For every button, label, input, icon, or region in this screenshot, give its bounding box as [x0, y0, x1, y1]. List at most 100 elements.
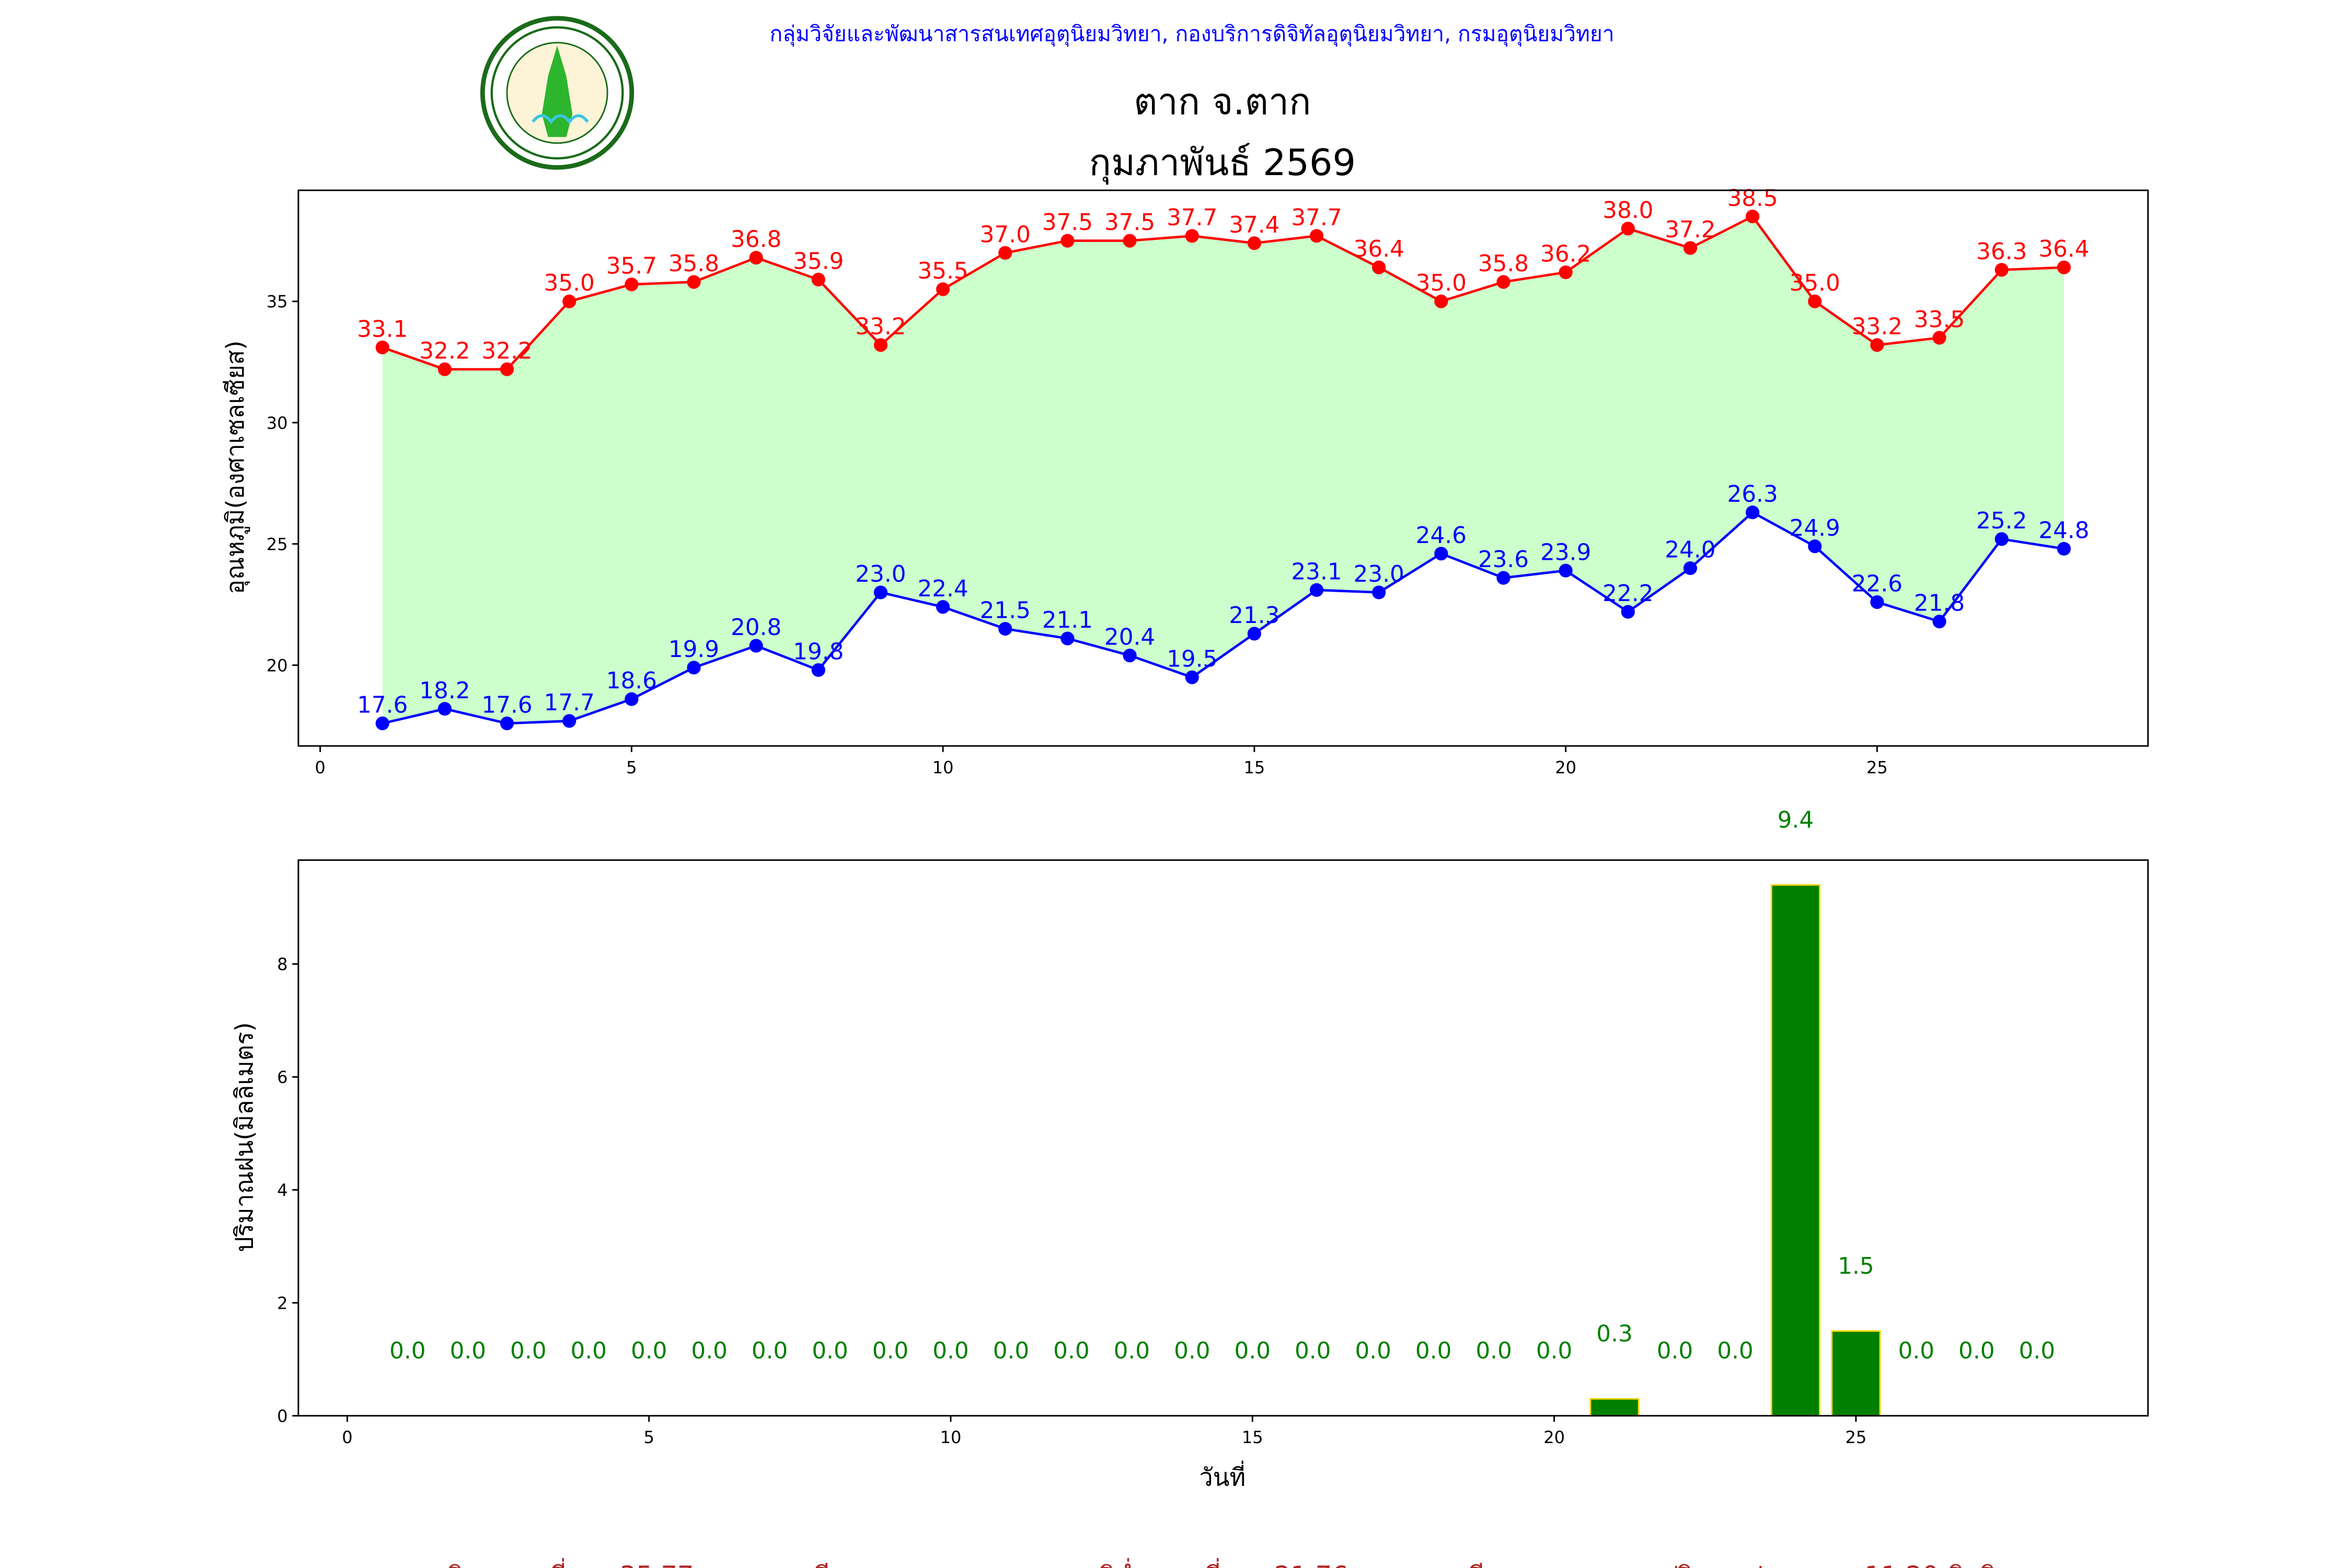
min-temperature-label: 17.7	[544, 689, 595, 716]
min-temperature-point	[437, 702, 452, 716]
rain-value-label: 0.0	[872, 1338, 908, 1364]
chart-title-month: กุมภาพันธ์ 2569	[1089, 142, 1356, 185]
max-temperature-label: 35.8	[668, 250, 719, 277]
min-temperature-point	[1745, 505, 1760, 520]
x-tick-label: 20	[1555, 758, 1576, 778]
min-temperature-label: 19.9	[668, 636, 719, 663]
rain-value-label: 0.0	[2019, 1338, 2055, 1364]
max-temperature-point	[500, 362, 514, 376]
y-tick-label: 30	[267, 413, 288, 433]
rain-value-label: 0.0	[1174, 1338, 1210, 1364]
max-temperature-label: 38.0	[1602, 197, 1653, 224]
min-temperature-point	[1434, 547, 1448, 561]
min-temperature-label: 24.6	[1416, 522, 1467, 549]
max-temperature-label: 33.5	[1914, 306, 1965, 333]
rain-value-label: 0.0	[812, 1338, 848, 1364]
x-tick-label: 5	[644, 1427, 654, 1447]
rain-bar	[1589, 1398, 1640, 1417]
max-temperature-label: 36.4	[1354, 236, 1404, 262]
rain-value-label: 0.0	[631, 1338, 667, 1364]
max-temperature-point	[1060, 234, 1075, 248]
max-temperature-label: 37.5	[1104, 209, 1155, 236]
rain-bar	[1831, 1330, 1881, 1417]
max-temperature-point	[1123, 234, 1137, 248]
max-temperature-label: 35.0	[1416, 270, 1467, 296]
max-temperature-point	[1621, 222, 1635, 236]
rain-value-label: 0.0	[1295, 1338, 1331, 1364]
max-temperature-point	[1309, 229, 1324, 243]
y-tick-label: 25	[267, 534, 288, 554]
rain-value-label: 0.0	[993, 1338, 1029, 1364]
max-temperature-label: 35.9	[793, 248, 844, 274]
max-temperature-label: 37.0	[980, 221, 1031, 248]
max-temperature-point	[1870, 338, 1884, 352]
min-temperature-point	[1808, 539, 1822, 554]
min-temperature-point	[687, 661, 701, 675]
max-temperature-label: 35.0	[544, 270, 595, 296]
x-tick-label: 10	[940, 1427, 962, 1447]
x-tick-label: 0	[315, 758, 325, 778]
rain-value-label: 1.5	[1838, 1253, 1874, 1279]
max-temperature-point	[625, 278, 639, 292]
rain-value-label: 9.4	[1778, 806, 1814, 833]
x-tick-label: 5	[626, 758, 637, 778]
min-temperature-point	[1247, 627, 1261, 641]
max-temperature-label: 35.0	[1790, 270, 1840, 296]
x-tick-label: 0	[342, 1427, 352, 1447]
max-temperature-label: 37.7	[1291, 204, 1342, 231]
min-temperature-point	[936, 600, 950, 614]
max-temperature-label: 36.3	[1976, 238, 2027, 265]
min-temperature-point	[2057, 541, 2071, 556]
max-temperature-label: 37.4	[1229, 212, 1279, 238]
min-temperature-label: 24.0	[1665, 537, 1715, 563]
temperature-chart: 33.1 32.2 32.2 35.0 35.7 35.8 36.8 35.9 33.2 35.5…	[267, 185, 2090, 778]
temperature-range-fill	[382, 216, 2064, 724]
max-temperature-point	[1994, 263, 2009, 277]
max-temperature-point	[437, 362, 452, 376]
min-temperature-point	[1309, 583, 1324, 597]
max-temperature-label: 36.8	[731, 226, 781, 253]
min-temperature-label: 23.0	[855, 561, 906, 587]
max-temperature-point	[1247, 236, 1261, 250]
min-temperature-line	[382, 511, 2065, 725]
rain-value-label: 0.0	[1958, 1338, 1994, 1364]
rainfall-y-axis-label: ปริมาณฝน(มิลลิเมตร)	[230, 1022, 258, 1252]
y-tick-label: 0	[277, 1406, 287, 1426]
min-temperature-point	[1559, 563, 1573, 578]
min-temperature-label: 23.0	[1354, 561, 1404, 587]
max-temperature-line	[382, 215, 2064, 371]
min-temperature-label: 18.2	[419, 677, 470, 704]
min-temperature-label: 21.1	[1042, 607, 1093, 633]
footer-total-rain: ปริมาณฝนรวม = 11.20 มิลลิเมตร	[1662, 1561, 2052, 1568]
min-temperature-label: 18.6	[606, 667, 657, 694]
min-temperature-label: 17.6	[357, 692, 408, 719]
rain-bar	[1770, 884, 1821, 1417]
min-temperature-point	[1372, 585, 1386, 599]
rain-value-label: 0.0	[510, 1338, 546, 1364]
x-tick-label: 20	[1543, 1427, 1565, 1447]
rain-value-label: 0.0	[1053, 1338, 1089, 1364]
x-tick-label: 10	[932, 758, 954, 778]
min-temperature-label: 20.4	[1104, 624, 1155, 651]
max-temperature-point	[562, 294, 577, 308]
min-temperature-label: 23.9	[1540, 539, 1591, 566]
min-temperature-point	[749, 639, 763, 653]
min-temperature-point	[625, 692, 639, 706]
min-temperature-label: 26.3	[1727, 481, 1778, 508]
min-temperature-point	[1870, 595, 1884, 609]
max-temperature-point	[2057, 260, 2071, 274]
min-temperature-point	[1123, 648, 1137, 663]
rainfall-axes-frame	[297, 859, 2149, 1417]
max-temperature-point	[1372, 260, 1386, 274]
min-temperature-label: 25.2	[1976, 508, 2027, 534]
min-temperature-point	[1496, 571, 1511, 585]
max-temperature-point	[1808, 294, 1822, 308]
max-temperature-point	[749, 250, 763, 265]
max-temperature-label: 36.2	[1540, 241, 1591, 268]
rain-value-label: 0.0	[1657, 1338, 1693, 1364]
agency-header: กลุ่มวิจัยและพัฒนาสารสนเทศอุตุนิยมวิทยา,…	[770, 21, 1615, 47]
max-temperature-label: 33.1	[357, 316, 408, 342]
temperature-y-axis-label: อุณหภูมิ(องศาเซลเซียส)	[221, 340, 250, 594]
max-temperature-label: 37.7	[1167, 204, 1217, 231]
